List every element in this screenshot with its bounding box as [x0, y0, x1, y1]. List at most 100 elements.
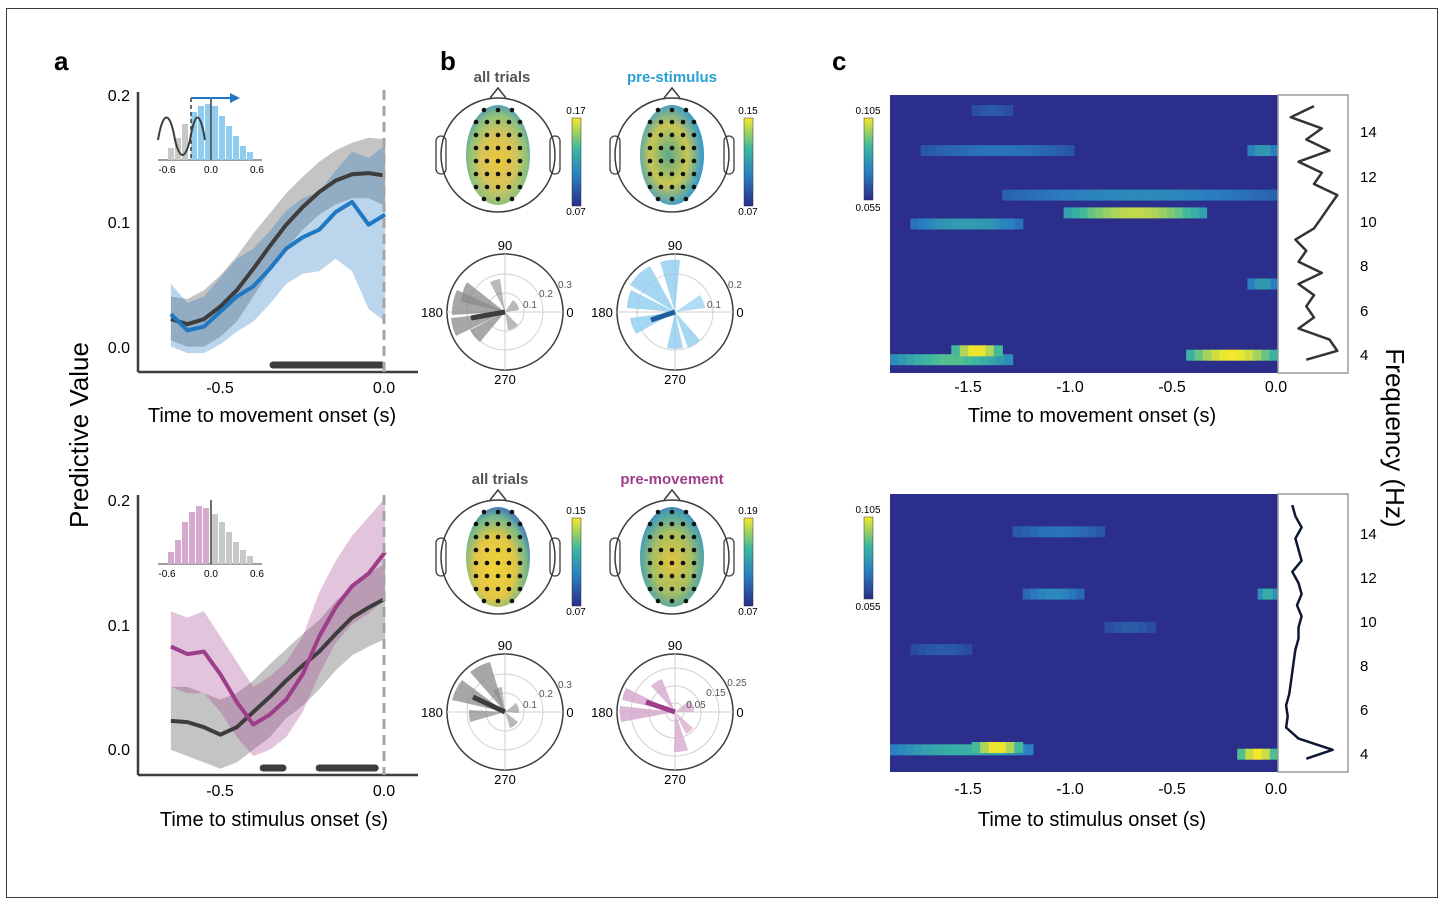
heatmap-cell — [1247, 278, 1256, 290]
electrode-dot — [481, 107, 487, 113]
heatmap-cell — [926, 218, 936, 230]
topo-title-all-trials: all trials — [474, 69, 531, 86]
rose-wedge — [675, 700, 695, 712]
electrode-dot — [691, 521, 697, 527]
electrode-dot — [669, 107, 675, 113]
heatmap-cell — [997, 742, 1007, 753]
electrode-dot — [647, 547, 653, 553]
electrode-dot — [517, 158, 523, 164]
heatmap-cell — [1166, 207, 1176, 219]
heatmap-cell — [1026, 189, 1036, 201]
inset-tick: 0.6 — [250, 165, 264, 176]
hist-bar — [240, 550, 246, 564]
electrode-dot — [517, 171, 523, 177]
y-tick-label: 8 — [1360, 258, 1368, 275]
polar-angle-90: 90 — [498, 238, 512, 253]
electrode-dot — [495, 171, 501, 177]
y-tick-label: 12 — [1360, 169, 1377, 186]
heatmap-cell — [961, 744, 970, 756]
electrode-dot — [506, 573, 512, 579]
heatmap-cell — [1014, 218, 1024, 230]
electrode-dot — [495, 586, 501, 592]
heatmap-cell — [928, 145, 938, 157]
heatmap-cell — [971, 105, 981, 117]
polar-plot: 90 180 270 0 0.05 0.15 0.25 — [591, 638, 747, 787]
polar-radius: 0.1 — [523, 700, 537, 711]
electrode-dot — [680, 184, 686, 190]
hist-bar — [240, 146, 246, 160]
heatmap-cell — [1261, 349, 1271, 361]
y-tick-label: 4 — [1360, 746, 1368, 763]
heatmap-cell — [1194, 349, 1204, 361]
electrode-dot — [506, 586, 512, 592]
heatmap-cell — [1112, 621, 1122, 633]
heatmap-cell — [960, 145, 970, 157]
heatmap-cell — [1129, 621, 1139, 633]
colorbar — [571, 117, 582, 207]
heatmap-cell — [966, 218, 976, 230]
rose-wedge — [451, 290, 505, 315]
electrode-dot — [658, 521, 664, 527]
polar-angle-90: 90 — [498, 638, 512, 653]
heatmap-cell — [1219, 349, 1229, 361]
polar-plot: 90 180 270 0 0.1 0.2 — [591, 238, 743, 387]
marginal-box — [1277, 493, 1349, 773]
heatmap-cell — [906, 354, 916, 366]
nose-icon — [489, 488, 507, 501]
heatmap-cell — [971, 742, 981, 753]
hist-bar — [182, 124, 188, 160]
hist-bar — [233, 136, 239, 160]
electrode-dot — [484, 145, 490, 151]
rose-wedge — [627, 290, 675, 312]
polar-angle-180: 180 — [591, 305, 613, 320]
polar-angle-90: 90 — [668, 638, 682, 653]
heatmap-cell — [993, 345, 1003, 357]
heatmap-cell — [1245, 189, 1255, 201]
electrode-dot — [683, 598, 689, 604]
electrode-dot — [484, 119, 490, 125]
electrode-dot — [509, 107, 515, 113]
hist-bar — [182, 522, 188, 564]
heatmap-cell — [1186, 349, 1196, 361]
heatmap-cell — [1147, 621, 1157, 633]
heatmap-cell — [1121, 621, 1131, 633]
heatmap-cell — [1010, 189, 1020, 201]
ear-icon — [549, 537, 561, 577]
hist-bar — [168, 148, 174, 160]
heatmap-cell — [925, 644, 934, 656]
electrode-dot — [680, 119, 686, 125]
heatmap-cell — [1061, 588, 1070, 600]
heatmap-cell — [1051, 189, 1060, 201]
hist-bar — [247, 556, 253, 564]
electrode-dot — [669, 573, 675, 579]
heatmap-cell — [1079, 207, 1088, 219]
rose-wedge — [490, 279, 505, 312]
rose-wedge — [505, 703, 520, 713]
electrode-dot — [680, 521, 686, 527]
rose-wedge — [451, 312, 505, 336]
electrode-dot — [691, 534, 697, 540]
x-axis-label: Time to stimulus onset (s) — [160, 809, 388, 831]
panel-label-c: c — [832, 46, 846, 76]
heatmap-cell — [1229, 189, 1238, 201]
heatmap-cell — [1123, 189, 1133, 201]
heatmap-cell — [910, 644, 919, 656]
x-tick-label: -0.5 — [206, 783, 234, 800]
electrode-dot — [691, 184, 697, 190]
heatmap-cell — [1267, 588, 1274, 600]
heatmap-cell — [1059, 189, 1068, 201]
heatmap-cell — [1205, 189, 1214, 201]
heatmap-cell — [955, 354, 965, 366]
x-axis-label: Time to stimulus onset (s) — [978, 809, 1206, 831]
heatmap-cell — [918, 218, 927, 230]
y-tick-label: 0.0 — [108, 742, 130, 759]
electrode-dot — [658, 132, 664, 138]
rose-wedge — [619, 706, 675, 722]
heatmap-cell — [1127, 207, 1136, 219]
head-outline — [440, 97, 556, 213]
x-tick-label: -0.5 — [206, 380, 234, 397]
heatmap-cell — [934, 218, 944, 230]
heatmap-cell — [1269, 748, 1279, 760]
heatmap-cell — [945, 744, 955, 756]
heatmap-cell — [1140, 189, 1149, 201]
